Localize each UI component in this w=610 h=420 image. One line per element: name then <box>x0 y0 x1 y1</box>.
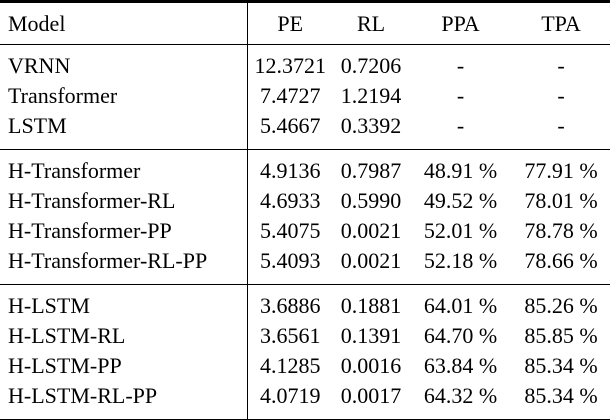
cell-ppa: - <box>456 83 465 108</box>
cell-model: VRNN <box>8 53 71 78</box>
cell-pe: 5.4075 <box>246 216 333 246</box>
cell-model: H-LSTM-PP <box>8 353 122 378</box>
column-header-rl: RL <box>356 10 386 36</box>
cell-model: LSTM <box>8 113 67 138</box>
cell-pe: 5.4667 <box>246 111 333 150</box>
cell-model: H-LSTM <box>8 293 90 318</box>
table-row: LSTM 5.4667 0.3392 - - <box>0 111 610 150</box>
cell-rl: 0.7206 <box>340 53 402 78</box>
cell-model: H-LSTM-RL <box>8 323 126 348</box>
table-row: H-Transformer-RL 4.6933 0.5990 49.52 % 7… <box>0 186 610 216</box>
table-row: VRNN 12.3721 0.7206 - - <box>0 44 610 81</box>
cell-tpa: 85.34 % <box>524 353 598 378</box>
cell-rl: 0.5990 <box>340 188 402 213</box>
cell-ppa: 52.18 % <box>423 248 498 273</box>
cell-rl: 0.1391 <box>340 323 402 348</box>
cell-ppa: 64.70 % <box>423 323 498 348</box>
cell-model: H-Transformer <box>8 158 141 183</box>
table-row: Transformer 7.4727 1.2194 - - <box>0 81 610 111</box>
column-header-model: Model <box>8 10 66 36</box>
cell-rl: 0.3392 <box>340 113 402 138</box>
cell-ppa: - <box>456 53 465 78</box>
cell-tpa: 78.01 % <box>524 188 598 213</box>
cell-pe: 4.9136 <box>246 149 333 186</box>
cell-tpa: 85.34 % <box>524 383 598 408</box>
cell-pe: 7.4727 <box>246 81 333 111</box>
cell-tpa: 85.85 % <box>524 323 598 348</box>
cell-ppa: 52.01 % <box>423 218 498 243</box>
cell-tpa: 78.78 % <box>524 218 598 243</box>
cell-ppa: 48.91 % <box>423 158 498 183</box>
cell-model: H-Transformer-RL <box>8 188 176 213</box>
table-row: H-Transformer-PP 5.4075 0.0021 52.01 % 7… <box>0 216 610 246</box>
header-row: Model PE RL PPA TPA <box>0 1 610 45</box>
group-baselines: VRNN 12.3721 0.7206 - - Transformer 7.47… <box>0 44 610 150</box>
cell-ppa: 64.01 % <box>423 293 498 318</box>
cell-ppa: 63.84 % <box>423 353 498 378</box>
cell-tpa: - <box>557 83 565 108</box>
cell-ppa: 49.52 % <box>423 188 498 213</box>
cell-rl: 0.0021 <box>340 248 402 273</box>
cell-tpa: 85.26 % <box>524 293 598 318</box>
cell-pe: 5.4093 <box>246 246 333 285</box>
cell-pe: 3.6886 <box>246 284 333 321</box>
cell-tpa: 77.91 % <box>524 158 598 183</box>
table-row: H-LSTM-RL 3.6561 0.1391 64.70 % 85.85 % <box>0 321 610 351</box>
column-header-ppa: PPA <box>441 10 480 36</box>
cell-rl: 0.0016 <box>340 353 402 378</box>
cell-pe: 12.3721 <box>246 44 333 81</box>
column-header-tpa: TPA <box>541 10 581 36</box>
table-row: H-LSTM 3.6886 0.1881 64.01 % 85.26 % <box>0 284 610 321</box>
cell-model: H-Transformer-RL-PP <box>8 248 208 273</box>
cell-rl: 0.0021 <box>340 218 402 243</box>
cell-rl: 0.7987 <box>340 158 402 183</box>
cell-rl: 0.1881 <box>340 293 402 318</box>
cell-tpa: 78.66 % <box>524 248 598 273</box>
table-header: Model PE RL PPA TPA <box>0 1 610 45</box>
group-h-lstm: H-LSTM 3.6886 0.1881 64.01 % 85.26 % H-L… <box>0 284 610 420</box>
cell-pe: 4.1285 <box>246 351 333 381</box>
cell-model: H-LSTM-RL-PP <box>8 383 158 408</box>
cell-model: Transformer <box>8 83 118 108</box>
cell-pe: 4.6933 <box>246 186 333 216</box>
cell-rl: 1.2194 <box>340 83 402 108</box>
group-h-transformer: H-Transformer 4.9136 0.7987 48.91 % 77.9… <box>0 149 610 285</box>
table-row: H-LSTM-RL-PP 4.0719 0.0017 64.32 % 85.34… <box>0 381 610 420</box>
cell-pe: 3.6561 <box>246 321 333 351</box>
cell-rl: 0.0017 <box>340 383 402 408</box>
table-row: H-Transformer-RL-PP 5.4093 0.0021 52.18 … <box>0 246 610 285</box>
table-row: H-LSTM-PP 4.1285 0.0016 63.84 % 85.34 % <box>0 351 610 381</box>
cell-tpa: - <box>557 113 565 138</box>
column-header-pe: PE <box>246 1 333 45</box>
cell-ppa: 64.32 % <box>423 383 498 408</box>
cell-model: H-Transformer-PP <box>8 218 172 243</box>
cell-tpa: - <box>557 53 565 78</box>
cell-ppa: - <box>456 113 465 138</box>
table-row: H-Transformer 4.9136 0.7987 48.91 % 77.9… <box>0 149 610 186</box>
cell-pe: 4.0719 <box>246 381 333 420</box>
